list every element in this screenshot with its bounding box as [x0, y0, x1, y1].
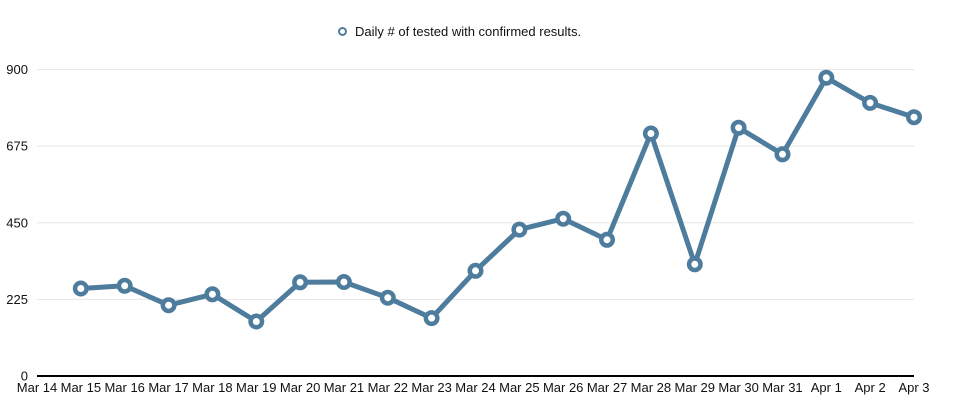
x-tick-label: Apr 3 — [898, 380, 929, 395]
x-tick-label: Apr 2 — [855, 380, 886, 395]
y-tick-label: 675 — [6, 139, 28, 154]
data-point[interactable] — [862, 94, 879, 111]
data-point[interactable] — [467, 262, 484, 279]
data-point[interactable] — [292, 274, 309, 291]
data-point[interactable] — [116, 277, 133, 294]
legend-label: Daily # of tested with confirmed results… — [355, 24, 582, 39]
data-point[interactable] — [379, 289, 396, 306]
x-tick-label: Mar 29 — [675, 380, 715, 395]
data-point[interactable] — [555, 210, 572, 227]
x-tick-label: Mar 28 — [631, 380, 671, 395]
series-marker-ring-icon — [338, 27, 347, 36]
x-tick-label: Mar 14 — [17, 380, 57, 395]
y-tick-label: 225 — [6, 292, 28, 307]
data-point[interactable] — [72, 280, 89, 297]
x-tick-label: Mar 19 — [236, 380, 276, 395]
data-point[interactable] — [818, 69, 835, 86]
x-tick-label: Mar 27 — [587, 380, 627, 395]
data-point[interactable] — [511, 221, 528, 238]
data-point[interactable] — [774, 146, 791, 163]
x-tick-label: Mar 31 — [762, 380, 802, 395]
data-point[interactable] — [642, 125, 659, 142]
data-point[interactable] — [423, 310, 440, 327]
data-point[interactable] — [730, 119, 747, 136]
x-tick-label: Mar 15 — [61, 380, 101, 395]
x-tick-label: Mar 23 — [411, 380, 451, 395]
x-tick-label: Mar 22 — [368, 380, 408, 395]
x-tick-label: Mar 18 — [192, 380, 232, 395]
x-tick-label: Mar 26 — [543, 380, 583, 395]
series-line — [78, 75, 917, 324]
data-point[interactable] — [248, 313, 265, 330]
x-tick-label: Apr 1 — [811, 380, 842, 395]
data-point[interactable] — [686, 256, 703, 273]
x-tick-label: Mar 17 — [148, 380, 188, 395]
x-tick-label: Mar 24 — [455, 380, 495, 395]
data-point[interactable] — [599, 231, 615, 248]
x-tick-label: Mar 25 — [499, 380, 539, 395]
y-tick-label: 450 — [6, 215, 28, 230]
x-tick-label: Mar 21 — [324, 380, 364, 395]
data-point[interactable] — [204, 286, 221, 303]
y-tick-label: 0 — [21, 369, 28, 384]
data-point[interactable] — [160, 297, 177, 314]
data-point[interactable] — [906, 109, 922, 126]
x-tick-label: Mar 30 — [718, 380, 758, 395]
x-tick-label: Mar 20 — [280, 380, 320, 395]
data-point[interactable] — [335, 274, 352, 290]
y-tick-label: 900 — [6, 62, 28, 77]
x-tick-label: Mar 16 — [104, 380, 144, 395]
legend[interactable]: Daily # of tested with confirmed results… — [338, 24, 581, 39]
